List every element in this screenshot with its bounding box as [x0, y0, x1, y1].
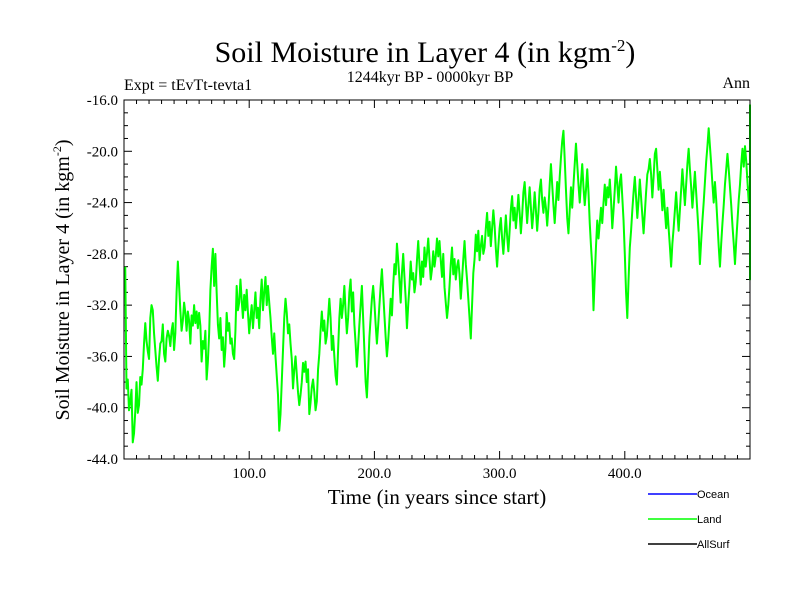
x-tick-label: 300.0: [483, 466, 517, 482]
x-tick-label: 200.0: [358, 466, 392, 482]
chart-title: Soil Moisture in Layer 4 (in kgm-2): [215, 36, 636, 69]
experiment-label: Expt = tEvTt-tevta1: [124, 77, 252, 94]
legend-label-allsurf: AllSurf: [697, 539, 730, 551]
y-axis-label: Soil Moisture in Layer 4 (in kgm-2): [50, 139, 74, 420]
x-tick-label: 100.0: [232, 466, 266, 482]
x-axis-label: Time (in years since start): [328, 485, 547, 509]
legend-label-ocean: Ocean: [697, 489, 729, 501]
legend-label-land: Land: [697, 514, 721, 526]
x-tick-label: 400.0: [608, 466, 642, 482]
legend: Ocean Land AllSurf: [648, 489, 730, 551]
plot-frame: [123, 99, 751, 460]
season-label: Ann: [722, 75, 750, 92]
axes: 100.0 200.0 300.0 400.0 -16.0 -20.0 -24.0 -28.0…: [87, 93, 750, 482]
y-tick-label: -36.0: [87, 349, 118, 365]
y-tick-label: -20.0: [87, 144, 118, 160]
y-tick-label: -28.0: [87, 247, 118, 263]
chart-title-superscript: -2: [611, 36, 625, 55]
y-axis-label-superscript: -2: [50, 146, 64, 156]
y-tick-label: -40.0: [87, 401, 118, 417]
y-tick-label: -32.0: [87, 298, 118, 314]
y-axis-label-close: ): [52, 139, 74, 146]
chart-subtitle: 1244kyr BP - 0000kyr BP: [347, 69, 514, 86]
chart-title-close: ): [625, 36, 635, 69]
y-tick-label: -16.0: [87, 93, 118, 109]
y-tick-label: -44.0: [87, 452, 118, 468]
y-tick-label: -24.0: [87, 196, 118, 212]
series-line-land: [124, 104, 751, 444]
